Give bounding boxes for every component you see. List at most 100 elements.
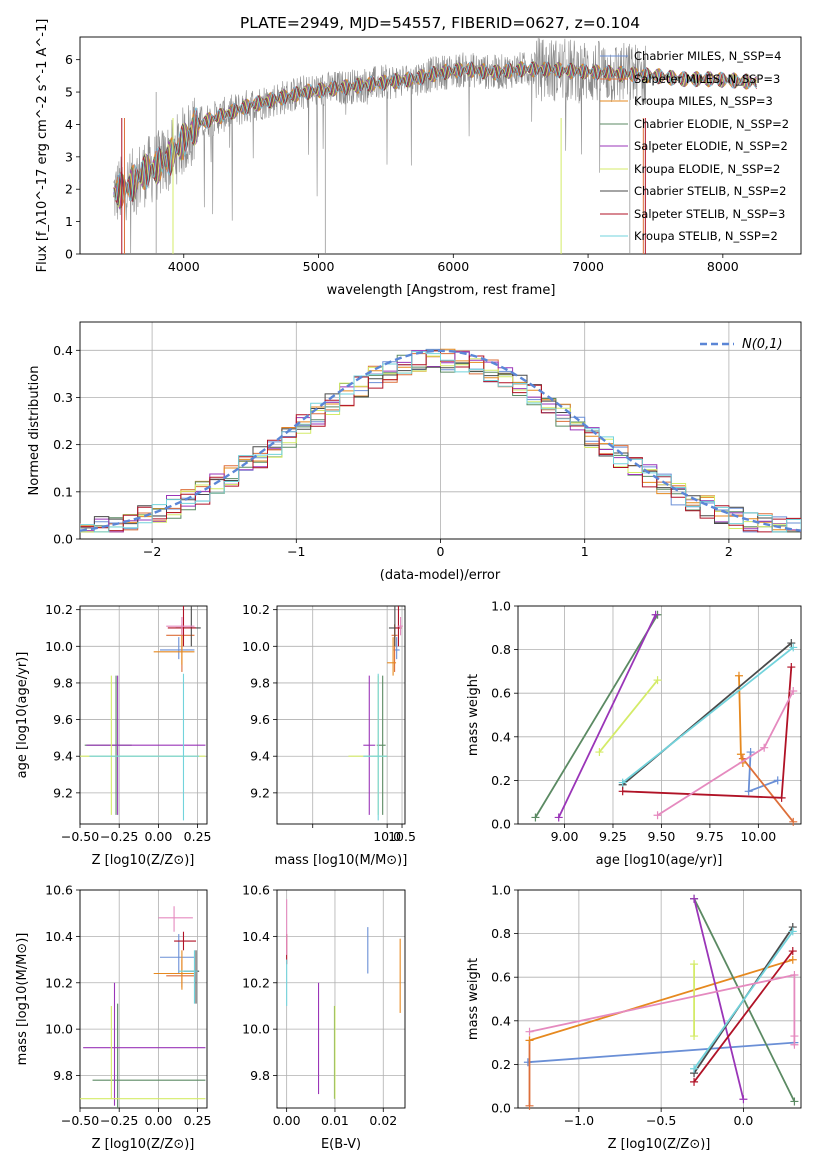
y-tick-label: 0.2	[491, 1057, 511, 1072]
axes-frame	[79, 321, 802, 540]
axes-mass_vs_ebv: 0.00 0.01 0.02 9.8 10.0 10.2 10.4 10.6 E(B-V)	[242, 883, 406, 1152]
y-tick-label: 0.0	[491, 817, 511, 832]
y-tick-label: 2	[65, 182, 73, 197]
x-tick-label: 0.02	[369, 1113, 397, 1128]
y-axis-label: Flux [f_λ10^-17 erg cm^-2 s^-1 A^-1]	[35, 19, 50, 273]
errorbar-point	[80, 1005, 206, 1100]
histogram-plot-area	[80, 348, 801, 533]
weight-marker	[789, 817, 798, 826]
errorbar-plot-area	[80, 906, 206, 1108]
y-axis-label: age [log10(age/yr)]	[15, 652, 30, 779]
spectrum-legend: Chabrier MILES, N_SSP=4 Salpeter MILES, …	[600, 49, 789, 243]
legend-label: Chabrier STELIB, N_SSP=2	[634, 184, 786, 198]
axes-spectrum: 4000 5000 6000 7000 8000 0 1 2 3 4 5 6 wavelength [A…	[35, 19, 802, 298]
x-tick-label: 8000	[707, 259, 739, 274]
weight-marker	[739, 1095, 748, 1104]
x-tick-label: 0	[437, 544, 445, 559]
axes-frame	[276, 889, 406, 1109]
weight-series	[690, 947, 797, 1086]
x-tick-label: −2	[143, 544, 161, 559]
weight-marker	[736, 750, 745, 759]
y-tick-label: 0.1	[53, 484, 73, 499]
errorbar-point	[166, 616, 195, 636]
x-axis-label: wavelength [Angstrom, rest frame]	[327, 283, 556, 298]
weight-marker	[746, 748, 755, 757]
x-tick-label: 10.00	[740, 829, 776, 844]
model-spectrum	[113, 61, 757, 201]
x-tick-label: 0.25	[184, 1113, 212, 1128]
weight-marker	[744, 787, 753, 796]
y-tick-label: 0.6	[491, 686, 511, 701]
y-tick-label: 3	[65, 149, 73, 164]
y-tick-label: 10.2	[45, 975, 73, 990]
weight-marker	[789, 687, 798, 696]
x-tick-label: −1.0	[564, 1113, 594, 1128]
errorbar-point	[89, 673, 200, 821]
weight-series	[653, 687, 798, 820]
weight-marker	[734, 671, 743, 680]
x-tick-label: 4000	[168, 259, 200, 274]
x-tick-label: 10.5	[388, 829, 416, 844]
y-tick-label: 10.0	[242, 639, 270, 654]
x-axis-label: mass [log10(M/M⊙)]	[275, 853, 408, 868]
errorbar-point	[387, 637, 397, 676]
weight-series	[744, 748, 782, 796]
errorbar-point	[363, 673, 388, 821]
legend-label: Salpeter MILES, N_SSP=3	[634, 72, 780, 86]
weight-marker	[790, 971, 799, 980]
weight-marker	[760, 743, 769, 752]
x-tick-label: 5000	[303, 259, 335, 274]
y-tick-label: 0.4	[491, 729, 511, 744]
x-axis-label: Z [log10(Z/Z⊙)]	[92, 853, 195, 868]
axes-frame	[79, 889, 208, 1109]
y-tick-label: 5	[65, 85, 73, 100]
errorbar-point	[397, 616, 403, 636]
errorbar-point	[159, 637, 195, 660]
x-tick-label: 9.25	[599, 829, 627, 844]
errorbar-point	[153, 950, 195, 990]
weight-series	[554, 610, 660, 822]
weight-line	[529, 958, 794, 1042]
x-tick-label: 0.01	[321, 1113, 349, 1128]
y-tick-label: 6	[65, 52, 73, 67]
y-axis-label: mass [log10(M/M⊙)]	[15, 933, 30, 1066]
weight-marker	[531, 813, 540, 822]
weight-marker	[618, 778, 627, 787]
legend-label: Kroupa MILES, N_SSP=3	[634, 94, 773, 108]
y-tick-label: 0.8	[491, 642, 511, 657]
normal-curve	[80, 349, 801, 532]
weight-series	[525, 955, 797, 1045]
x-tick-label: −0.50	[61, 1113, 99, 1128]
y-tick-label: 4	[65, 117, 73, 132]
weight-marker	[790, 1032, 799, 1041]
axes-frame	[517, 605, 802, 825]
axes-residuals: −2 −1 0 1 2 0.0 0.1 0.2 0.3 0.4 (data-model)/error…	[27, 321, 802, 583]
y-tick-label: 0.0	[53, 532, 73, 547]
weight-marker	[787, 663, 796, 672]
weight-marker	[790, 1097, 799, 1106]
y-tick-label: 9.6	[250, 712, 270, 727]
x-tick-label: 0.00	[144, 1113, 172, 1128]
weight-marker	[690, 894, 699, 903]
weight-series	[525, 971, 799, 1049]
weight-marker	[525, 1027, 534, 1036]
x-tick-label: 0.0	[733, 1113, 753, 1128]
y-tick-label: 10.0	[45, 639, 73, 654]
weight-line	[529, 973, 796, 1045]
axes-weight_vs_Z: −1.0 −0.5 0.0 0.0 0.2 0.4 0.6 0.8 1.0 Z [log10(Z/…	[466, 883, 802, 1152]
weight-series	[690, 894, 748, 1104]
x-tick-label: 9.75	[696, 829, 724, 844]
weight-marker	[690, 1077, 699, 1086]
x-tick-label: −0.25	[100, 829, 138, 844]
x-tick-label: −0.50	[61, 829, 99, 844]
axes-mass_vs_Z: −0.50 −0.25 0.00 0.25 9.8 10.0 10.2 10.4 10.6 Z […	[15, 883, 212, 1153]
x-tick-label: 9.50	[648, 829, 676, 844]
y-axis-label: Normed distribution	[27, 366, 42, 496]
y-tick-label: 9.2	[250, 785, 270, 800]
axes-frame	[517, 889, 802, 1109]
x-axis-label: age [log10(age/yr)]	[596, 853, 723, 868]
axes-frame	[79, 605, 208, 825]
legend-label: Kroupa ELODIE, N_SSP=2	[634, 162, 780, 176]
y-tick-label: 10.4	[242, 929, 270, 944]
